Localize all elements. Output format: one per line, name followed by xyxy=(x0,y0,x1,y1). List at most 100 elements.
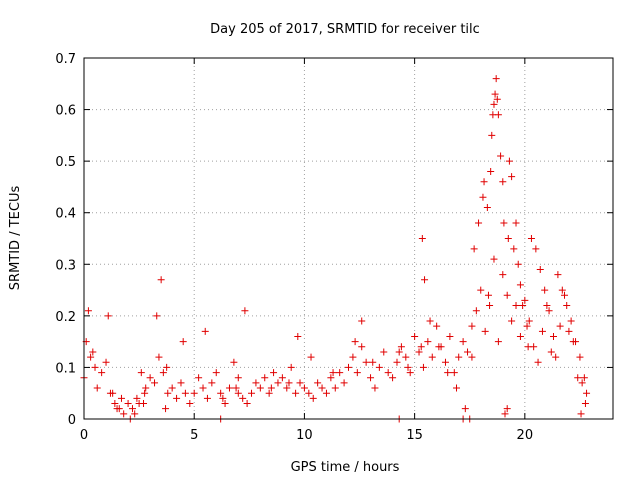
data-point xyxy=(492,75,500,83)
data-point xyxy=(93,384,101,392)
data-point xyxy=(199,384,207,392)
chart-title: Day 205 of 2017, SRMTID for receiver til… xyxy=(210,22,480,37)
data-point xyxy=(421,276,429,284)
data-point xyxy=(186,400,194,408)
data-point xyxy=(512,302,520,310)
data-point xyxy=(491,90,499,98)
data-point xyxy=(270,369,278,377)
data-point xyxy=(331,384,339,392)
data-point xyxy=(358,343,366,351)
data-point xyxy=(225,384,233,392)
data-point xyxy=(203,394,211,402)
data-point xyxy=(426,317,434,325)
data-point xyxy=(163,363,171,371)
data-point xyxy=(133,394,141,402)
data-point xyxy=(102,358,110,366)
data-point xyxy=(181,389,189,397)
data-point xyxy=(475,219,483,227)
data-point xyxy=(104,312,112,320)
data-point xyxy=(480,178,488,186)
data-point xyxy=(131,410,139,418)
data-point xyxy=(499,271,507,279)
data-point xyxy=(488,131,496,139)
data-point xyxy=(117,394,125,402)
data-point xyxy=(523,322,531,330)
data-point xyxy=(418,235,426,242)
data-point xyxy=(499,178,507,186)
data-point xyxy=(371,384,379,392)
data-point xyxy=(527,235,535,242)
data-point xyxy=(419,363,427,371)
data-point xyxy=(510,245,518,253)
data-point xyxy=(305,389,313,397)
data-point xyxy=(141,389,149,397)
data-point xyxy=(111,400,119,408)
data-point xyxy=(285,379,293,387)
data-point xyxy=(329,369,337,377)
y-tick-label: 0.6 xyxy=(55,104,76,119)
data-point xyxy=(516,332,524,340)
data-point xyxy=(309,394,317,402)
data-point xyxy=(278,374,286,382)
data-point xyxy=(501,410,509,418)
data-point xyxy=(470,245,478,253)
data-point xyxy=(221,400,229,408)
data-point xyxy=(159,369,167,377)
data-point xyxy=(120,410,128,418)
data-point xyxy=(543,302,551,310)
data-point xyxy=(415,348,423,356)
data-point xyxy=(265,389,273,397)
data-point xyxy=(294,332,302,340)
data-point xyxy=(534,358,542,366)
data-point xyxy=(532,245,540,253)
data-point xyxy=(113,405,121,413)
data-point xyxy=(514,260,522,268)
data-point xyxy=(395,348,403,356)
data-point xyxy=(541,286,549,294)
data-point xyxy=(411,332,419,340)
data-point xyxy=(287,363,295,371)
data-point xyxy=(384,369,392,377)
data-point xyxy=(84,307,92,315)
data-point xyxy=(212,369,220,377)
data-point xyxy=(292,389,300,397)
data-point xyxy=(248,389,256,397)
data-point xyxy=(87,353,95,361)
data-point xyxy=(453,384,461,392)
data-point xyxy=(208,379,216,387)
data-point xyxy=(490,100,498,108)
data-point xyxy=(545,307,553,315)
data-point xyxy=(497,152,505,160)
data-point xyxy=(481,327,489,335)
data-point xyxy=(494,111,502,119)
data-point xyxy=(428,353,436,361)
y-tick-label: 0.1 xyxy=(55,361,76,376)
data-point xyxy=(142,384,150,392)
data-point xyxy=(239,394,247,402)
data-point xyxy=(486,302,494,310)
data-point xyxy=(538,327,546,335)
data-point xyxy=(464,348,472,356)
data-point xyxy=(441,358,449,366)
data-point xyxy=(91,363,99,371)
data-point xyxy=(219,394,227,402)
data-point xyxy=(468,353,476,361)
data-point xyxy=(484,291,492,299)
data-point xyxy=(375,363,383,371)
data-point xyxy=(516,281,524,289)
y-axis-label: SRMTID / TECUs xyxy=(8,186,23,291)
data-point xyxy=(296,379,304,387)
data-point xyxy=(234,374,242,382)
data-point xyxy=(536,265,544,273)
x-tick-label: 15 xyxy=(406,428,423,443)
data-point xyxy=(340,379,348,387)
data-point xyxy=(168,384,176,392)
data-point xyxy=(179,338,187,346)
data-point xyxy=(336,369,344,377)
data-point xyxy=(307,353,315,361)
data-point xyxy=(256,384,264,392)
plot-frame xyxy=(83,57,614,420)
data-point xyxy=(351,338,359,346)
